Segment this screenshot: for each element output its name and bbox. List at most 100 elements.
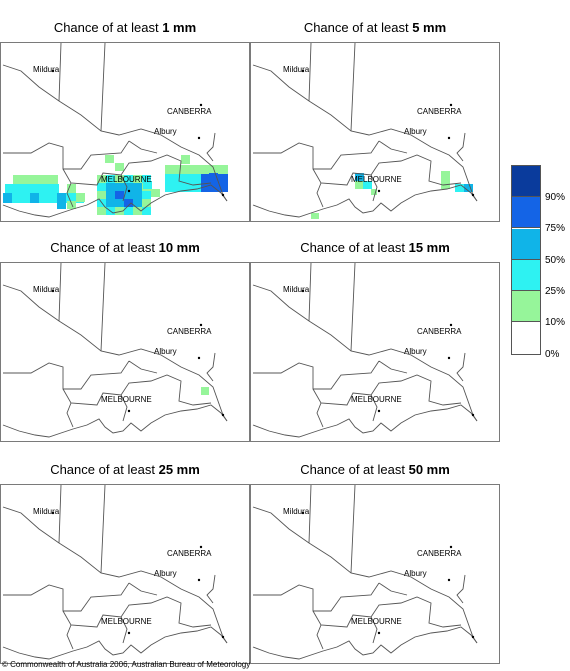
rain-probability-cell: [183, 183, 192, 192]
rain-probability-cell: [106, 183, 115, 191]
rain-probability-cell: [151, 189, 160, 197]
rain-probability-cell: [115, 199, 124, 207]
act-border-line: [206, 132, 216, 162]
rain-probability-cell: [14, 184, 23, 193]
legend-label: 10%: [545, 317, 566, 329]
legend-label: 75%: [545, 223, 566, 235]
rain-probability-cell: [165, 174, 174, 183]
rain-probability-cell: [174, 174, 183, 183]
rain-probability-cell: [142, 199, 151, 207]
state-border-line: [2, 506, 228, 644]
town-marker: [199, 545, 203, 549]
victoria-map: Mildura CANBERRA Albury MELBOURNE: [250, 484, 500, 664]
town-marker: [199, 103, 203, 107]
rain-probability-cell: [201, 387, 209, 395]
place-label-mildura: Mildura: [33, 65, 60, 74]
town-marker: [221, 193, 225, 197]
rain-probability-cell: [106, 191, 115, 199]
panel-title-prefix: Chance of at least: [50, 462, 159, 477]
rain-probability-cell: [133, 191, 142, 199]
rain-probability-cell: [22, 175, 31, 184]
rain-probability-cell: [124, 175, 133, 183]
act-border-line: [456, 574, 466, 604]
place-label-canberra: CANBERRA: [167, 549, 212, 558]
map-graphic: [252, 43, 478, 219]
rain-probability-cell: [32, 184, 41, 193]
rain-probability-cell: [115, 183, 124, 191]
state-border-north: [58, 43, 106, 132]
rain-probability-cell: [209, 173, 218, 182]
coastline: [2, 404, 228, 438]
rain-probability-cell: [5, 184, 14, 193]
rain-probability-cell: [48, 193, 57, 203]
map-graphic: [252, 485, 478, 660]
rain-probability-cell: [23, 184, 32, 193]
rain-probability-cell: [311, 213, 319, 219]
rain-probability-cell: [97, 207, 106, 215]
panel-title-amount: 50 mm: [408, 462, 450, 477]
rain-probability-cell: [57, 201, 66, 209]
rain-probability-cell: [183, 165, 192, 174]
place-label-melbourne: MELBOURNE: [351, 617, 402, 626]
place-label-mildura: Mildura: [33, 507, 60, 516]
town-marker: [51, 511, 55, 515]
rain-probability-cell: [115, 163, 124, 171]
town-marker: [197, 356, 201, 360]
rain-probability-cell: [12, 193, 21, 203]
probability-legend: 90% 75% 50% 25% 10% 0%: [511, 165, 569, 360]
rain-probability-cell: [201, 174, 210, 183]
panel-title: Chance of at least 5 mm: [250, 20, 500, 35]
district-boundaries: [3, 140, 212, 208]
panel-title-amount: 10 mm: [158, 240, 200, 255]
place-label-mildura: Mildura: [283, 507, 310, 516]
town-marker: [51, 69, 55, 73]
panel-title-amount: 1 mm: [162, 20, 197, 35]
rain-probability-cell: [13, 175, 22, 184]
rain-probability-cell: [174, 183, 183, 192]
rain-probability-cell: [165, 165, 174, 174]
state-border-north: [308, 485, 356, 574]
rain-probability-cell: [49, 175, 58, 184]
rain-probability-cell: [455, 184, 464, 192]
place-label-melbourne: MELBOURNE: [351, 175, 402, 184]
rain-probability-cell: [124, 207, 133, 215]
rain-probability-cell: [464, 184, 473, 192]
rain-probability-cell: [97, 191, 106, 199]
map-graphic: [252, 263, 478, 438]
rain-probability-cell: [115, 191, 124, 199]
town-marker: [197, 578, 201, 582]
rain-probability-cell: [30, 193, 39, 203]
town-marker: [127, 631, 131, 635]
state-border-north: [308, 263, 356, 352]
place-label-melbourne: MELBOURNE: [101, 395, 152, 404]
place-label-canberra: CANBERRA: [417, 327, 462, 336]
rain-probability-cell: [97, 183, 106, 191]
legend-swatch: [512, 166, 540, 197]
state-border-line: [2, 284, 228, 422]
district-boundaries: [253, 360, 462, 428]
state-border-north: [58, 263, 106, 352]
town-marker: [221, 635, 225, 639]
act-border-line: [456, 132, 466, 162]
legend-label: 50%: [545, 254, 566, 266]
rain-probability-cell: [219, 179, 227, 187]
panel-title-prefix: Chance of at least: [303, 20, 413, 35]
town-marker: [447, 578, 451, 582]
rain-probability-cell: [355, 173, 364, 181]
rain-probability-cell: [174, 165, 183, 174]
rain-probability-cell: [115, 175, 124, 183]
panel-title-amount: 25 mm: [158, 462, 200, 477]
panel-title-prefix: Chance of at least: [50, 240, 159, 255]
place-label-albury: Albury: [404, 127, 427, 136]
town-marker: [301, 289, 305, 293]
rain-probability-cell: [40, 175, 49, 184]
victoria-map: Mildura CANBERRA Albury MELBOURNE: [250, 262, 500, 442]
place-label-canberra: CANBERRA: [417, 107, 462, 116]
panel-title: Chance of at least 10 mm: [0, 240, 250, 255]
rain-probability-cell: [201, 183, 210, 192]
rain-probability-cell: [115, 207, 124, 215]
rainfall-map-panel: Chance of at least 15 mm Mildura CANBERRA A…: [250, 240, 500, 442]
rain-probability-cell: [210, 165, 219, 174]
rain-probability-cell: [21, 193, 30, 203]
panel-title-amount: 5 mm: [412, 20, 447, 35]
